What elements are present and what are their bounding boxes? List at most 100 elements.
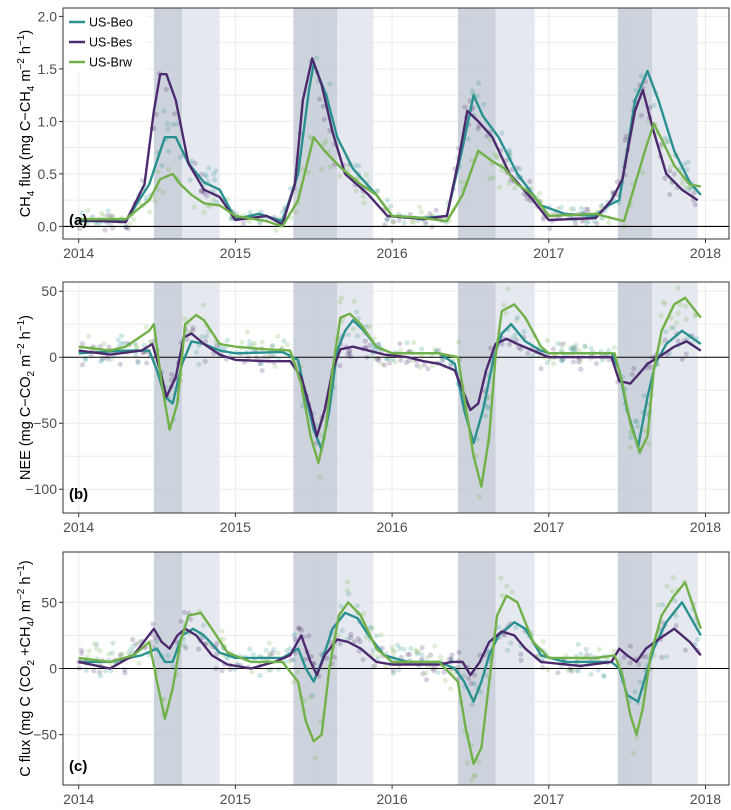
raw-point xyxy=(527,178,533,184)
raw-point xyxy=(481,101,487,107)
y-axis-label-part: −2 xyxy=(16,58,27,70)
raw-point xyxy=(461,672,467,679)
raw-point xyxy=(659,654,665,660)
raw-point xyxy=(78,647,84,653)
raw-point xyxy=(667,191,673,198)
y-tick-label: 0.5 xyxy=(38,166,58,182)
raw-point xyxy=(420,671,426,677)
raw-point xyxy=(187,177,193,183)
raw-point xyxy=(680,180,686,186)
raw-point xyxy=(275,666,281,672)
raw-point xyxy=(413,647,419,653)
raw-point xyxy=(494,153,500,159)
raw-point xyxy=(584,652,590,658)
y-axis-label-part: 2 xyxy=(26,660,37,666)
raw-point xyxy=(568,346,574,352)
raw-point xyxy=(599,357,605,363)
raw-point xyxy=(182,316,188,322)
raw-point xyxy=(331,654,338,660)
raw-point xyxy=(321,141,327,147)
raw-point xyxy=(671,171,678,177)
raw-point xyxy=(669,588,676,594)
raw-point xyxy=(141,342,147,348)
raw-point xyxy=(485,403,491,410)
raw-point xyxy=(582,343,588,349)
raw-point xyxy=(154,638,160,644)
raw-point xyxy=(692,313,698,319)
raw-point xyxy=(76,225,83,231)
raw-point xyxy=(598,203,604,209)
raw-point xyxy=(576,347,582,354)
raw-point xyxy=(536,190,542,196)
raw-point xyxy=(317,474,323,480)
raw-point xyxy=(279,209,285,215)
y-axis: 0.0 0.5 1.0 1.5 2.0 xyxy=(38,8,63,234)
raw-point xyxy=(133,342,139,349)
raw-point xyxy=(501,632,507,639)
raw-point xyxy=(414,651,421,657)
raw-point xyxy=(588,345,594,351)
raw-point xyxy=(295,669,301,675)
raw-point xyxy=(675,285,681,291)
raw-point xyxy=(684,336,690,342)
raw-point xyxy=(570,206,577,212)
raw-point xyxy=(284,647,290,654)
raw-point xyxy=(611,648,617,654)
raw-point xyxy=(86,333,92,340)
raw-point xyxy=(509,589,515,595)
raw-point xyxy=(337,299,343,305)
raw-point xyxy=(646,441,652,447)
y-axis-label-part: m xyxy=(18,70,34,86)
series-line-us-brw xyxy=(78,296,702,488)
raw-point xyxy=(665,139,671,145)
raw-point xyxy=(296,625,302,631)
y-axis-label-part: ) xyxy=(18,30,34,35)
x-tick-label: 2016 xyxy=(377,791,408,805)
y-axis-label-part: NEE (mg C−CO xyxy=(18,376,34,480)
raw-point xyxy=(544,359,550,365)
raw-point xyxy=(115,337,121,343)
raw-point xyxy=(199,171,205,177)
raw-point xyxy=(291,632,297,638)
raw-point xyxy=(585,218,592,225)
raw-point xyxy=(524,196,530,202)
raw-point xyxy=(622,137,628,143)
raw-point xyxy=(390,667,396,674)
raw-point xyxy=(683,185,689,191)
raw-point xyxy=(496,184,502,190)
raw-point xyxy=(337,173,343,179)
raw-point xyxy=(431,667,437,674)
raw-point xyxy=(518,346,524,352)
raw-point xyxy=(390,219,396,225)
raw-point xyxy=(271,353,278,360)
raw-point xyxy=(79,210,85,216)
raw-point xyxy=(578,205,584,212)
raw-point xyxy=(499,341,505,347)
raw-point xyxy=(102,668,109,674)
raw-point xyxy=(257,220,263,226)
raw-point xyxy=(636,661,642,667)
raw-point xyxy=(411,339,417,346)
raw-point xyxy=(530,352,536,358)
raw-point xyxy=(210,197,217,203)
raw-point xyxy=(477,652,483,658)
raw-point xyxy=(146,209,153,215)
x-tick-label: 2016 xyxy=(377,245,408,261)
raw-point xyxy=(227,216,234,222)
raw-point xyxy=(518,657,524,663)
raw-point xyxy=(339,627,345,634)
raw-point xyxy=(606,220,612,226)
raw-point xyxy=(375,188,381,194)
raw-point xyxy=(662,175,668,181)
raw-point xyxy=(327,81,333,87)
raw-point xyxy=(257,361,263,367)
y-axis-label-part: 4 xyxy=(26,621,37,627)
y-axis-label: CH4 flux (mg C−CH4 m−2 h−1) xyxy=(16,30,37,217)
raw-point xyxy=(352,162,359,168)
raw-point xyxy=(695,636,701,642)
raw-point xyxy=(662,135,668,141)
raw-point xyxy=(133,641,139,647)
raw-point xyxy=(401,646,407,652)
raw-point xyxy=(668,325,674,331)
raw-point xyxy=(482,413,489,419)
